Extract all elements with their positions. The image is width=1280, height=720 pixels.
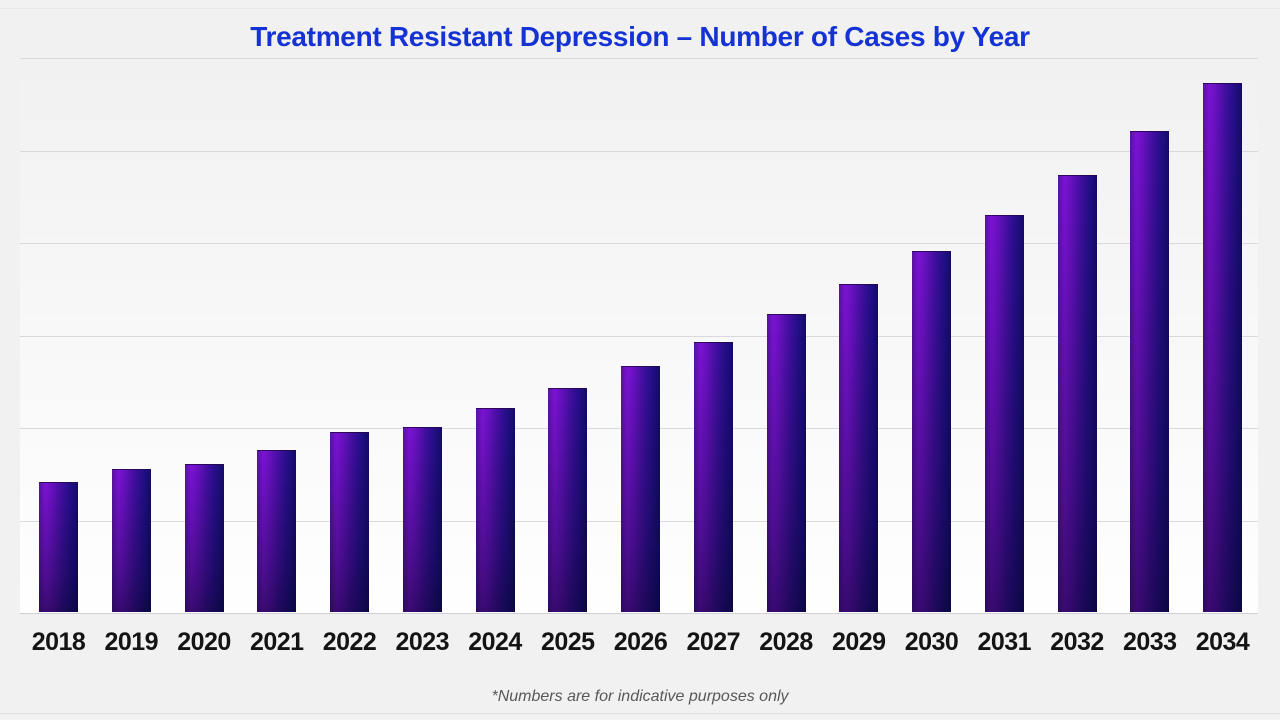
top-divider-line xyxy=(0,8,1280,9)
x-axis-line xyxy=(20,613,1258,614)
x-tick-label-2032: 2032 xyxy=(1050,628,1104,656)
bar-2023 xyxy=(402,426,442,612)
x-tick-label-2019: 2019 xyxy=(104,628,159,656)
bar-2019 xyxy=(111,469,151,612)
bottom-divider-line xyxy=(0,713,1280,714)
x-tick-label-2034: 2034 xyxy=(1195,628,1250,656)
x-tick-label-2023: 2023 xyxy=(395,628,450,656)
x-tick-label-2022: 2022 xyxy=(322,628,377,656)
bar-2020 xyxy=(184,463,224,612)
bar-2027 xyxy=(693,341,733,612)
gridline xyxy=(20,58,1258,59)
x-tick-label-2033: 2033 xyxy=(1122,628,1177,656)
bar-2032 xyxy=(1057,175,1097,612)
bar-2033 xyxy=(1130,130,1170,612)
x-tick-label-2030: 2030 xyxy=(904,628,959,656)
x-tick-label-2031: 2031 xyxy=(977,628,1032,656)
chart-title: Treatment Resistant Depression – Number … xyxy=(250,21,1030,52)
gridline xyxy=(20,243,1258,244)
x-tick-label-2018: 2018 xyxy=(31,628,86,656)
gridline xyxy=(20,150,1258,152)
x-tick-label-2026: 2026 xyxy=(613,628,668,656)
bar-2021 xyxy=(257,450,297,612)
bar-2031 xyxy=(984,215,1024,612)
bar-2026 xyxy=(621,365,660,612)
bar-2024 xyxy=(475,408,515,612)
x-tick-label-2021: 2021 xyxy=(249,628,304,656)
x-tick-label-2029: 2029 xyxy=(831,628,886,656)
x-tick-label-2025: 2025 xyxy=(540,628,595,656)
bar-2018 xyxy=(39,482,78,612)
x-tick-label-2020: 2020 xyxy=(177,628,231,656)
chart-plot-area xyxy=(20,58,1258,614)
bar-2029 xyxy=(839,284,879,612)
chart-footnote: *Numbers are for indicative purposes onl… xyxy=(491,688,789,705)
bar-2030 xyxy=(912,251,951,612)
x-tick-label-2024: 2024 xyxy=(468,628,522,656)
x-tick-label-2027: 2027 xyxy=(686,628,741,656)
x-axis-labels: 2018 2019 2020 2021 2022 2023 2024 2025 2026 2027… xyxy=(0,628,1280,660)
bar-2022 xyxy=(330,432,369,612)
x-tick-label-2028: 2028 xyxy=(759,628,813,656)
bar-2034 xyxy=(1203,82,1242,612)
gridline xyxy=(20,335,1258,337)
bar-2028 xyxy=(766,314,806,612)
bar-2025 xyxy=(548,388,588,612)
